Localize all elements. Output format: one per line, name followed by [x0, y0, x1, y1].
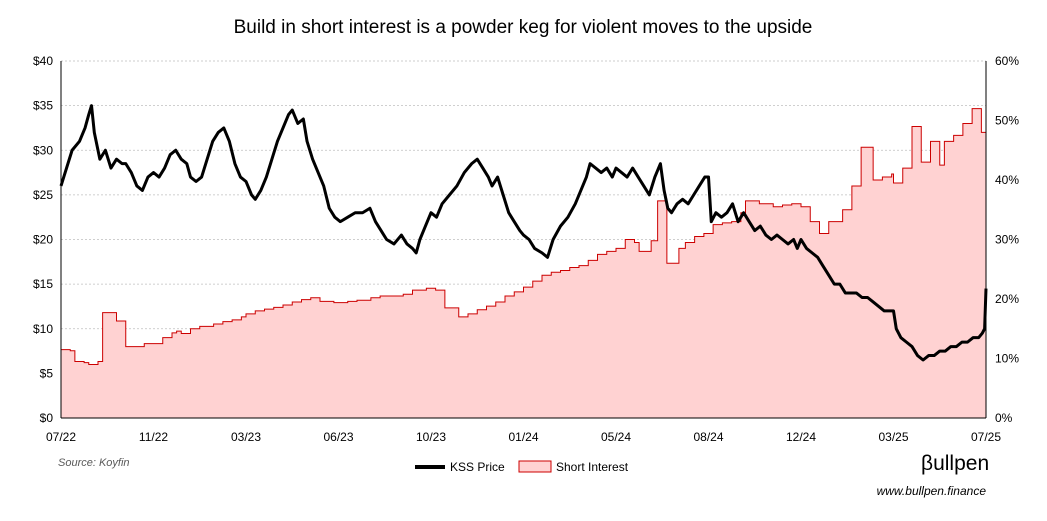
- x-tick-label: 11/22: [139, 430, 168, 444]
- kss-price-line: [59, 104, 988, 362]
- y-left-tick-label: $10: [33, 322, 53, 336]
- y-left-tick-label: $30: [33, 143, 53, 157]
- y-left-tick-labels: $0 $5 $10 $15 $20 $25 $30 $35 $40: [33, 54, 53, 425]
- x-tick-label: 03/23: [231, 430, 261, 444]
- y-right-tick-label: 30%: [995, 233, 1019, 247]
- y-right-tick-label: 40%: [995, 173, 1019, 187]
- y-left-tick-label: $20: [33, 233, 53, 247]
- brand-logo: βullpen: [921, 452, 989, 475]
- axes: [60, 61, 987, 419]
- x-tick-label: 03/25: [878, 430, 908, 444]
- short-interest-fill: [61, 108, 986, 418]
- y-left-tick-label: $25: [33, 188, 53, 202]
- x-tick-label: 07/22: [46, 430, 76, 444]
- source-note: Source: Koyfin: [58, 457, 130, 469]
- y-left-tick-label: $35: [33, 99, 53, 113]
- y-right-tick-label: 50%: [995, 114, 1019, 128]
- x-tick-label: 07/25: [971, 430, 1001, 444]
- y-right-tick-label: 20%: [995, 292, 1019, 306]
- y-left-tick-label: $5: [40, 366, 54, 380]
- legend-kss-price-label: KSS Price: [450, 460, 505, 474]
- y-left-tick-label: $40: [33, 54, 53, 68]
- x-tick-label: 12/24: [786, 430, 816, 444]
- short-interest-outline: [61, 108, 987, 365]
- y-left-tick-label: $0: [40, 411, 54, 425]
- brand-website: www.bullpen.finance: [877, 484, 987, 498]
- x-tick-label: 06/23: [323, 430, 353, 444]
- y-right-tick-label: 10%: [995, 352, 1019, 366]
- y-right-tick-labels: 0% 10% 20% 30% 40% 50% 60%: [995, 54, 1019, 425]
- kss-price-path: [59, 104, 988, 362]
- y-right-tick-label: 60%: [995, 54, 1019, 68]
- x-tick-label: 01/24: [508, 430, 538, 444]
- y-right-tick-label: 0%: [995, 411, 1013, 425]
- x-tick-label: 10/23: [416, 430, 446, 444]
- y-left-tick-label: $15: [33, 277, 53, 291]
- x-tick-label: 08/24: [693, 430, 723, 444]
- legend-short-interest-label: Short Interest: [556, 460, 629, 474]
- short-interest-area: [61, 108, 987, 418]
- legend: KSS Price Short Interest: [415, 460, 629, 474]
- x-tick-labels: 07/22 11/22 03/23 06/23 10/23 01/24 05/24 08/24…: [46, 430, 1001, 444]
- x-tick-label: 05/24: [601, 430, 631, 444]
- chart-title: Build in short interest is a powder keg …: [234, 17, 813, 38]
- legend-short-interest-swatch: [518, 460, 552, 473]
